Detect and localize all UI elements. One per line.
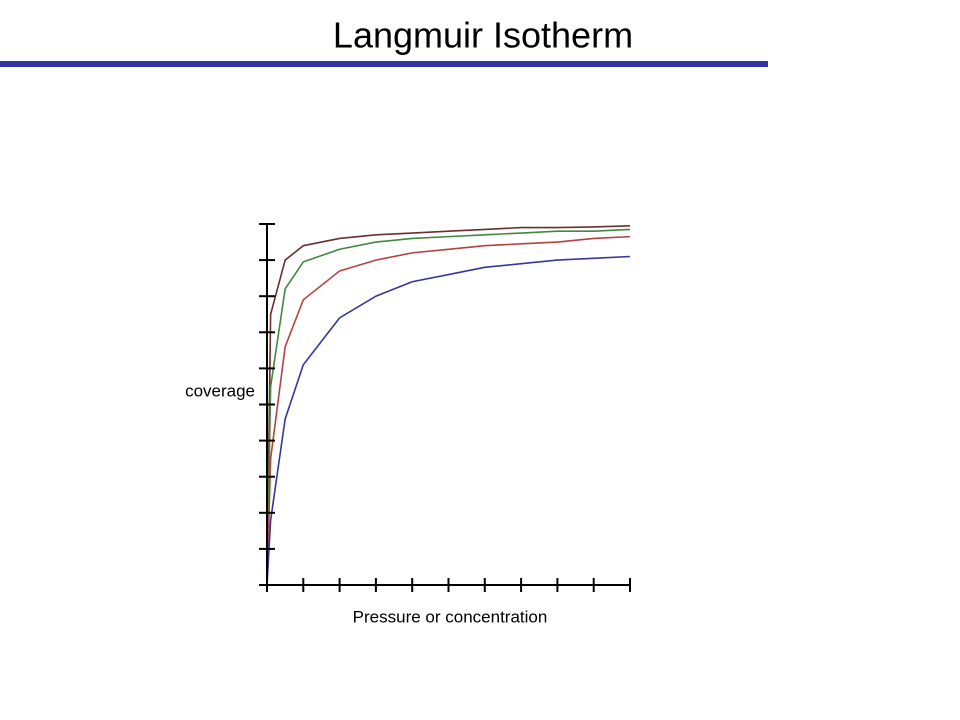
plot: [259, 223, 631, 592]
series-line: [266, 225, 631, 586]
x-axis-label: Pressure or concentration: [353, 607, 548, 626]
series-line: [266, 228, 631, 586]
slide-title: Langmuir Isotherm: [333, 15, 633, 56]
title-rule: [0, 61, 768, 67]
series-line: [266, 255, 631, 586]
series-line: [266, 235, 631, 586]
y-axis-label: coverage: [185, 381, 255, 400]
